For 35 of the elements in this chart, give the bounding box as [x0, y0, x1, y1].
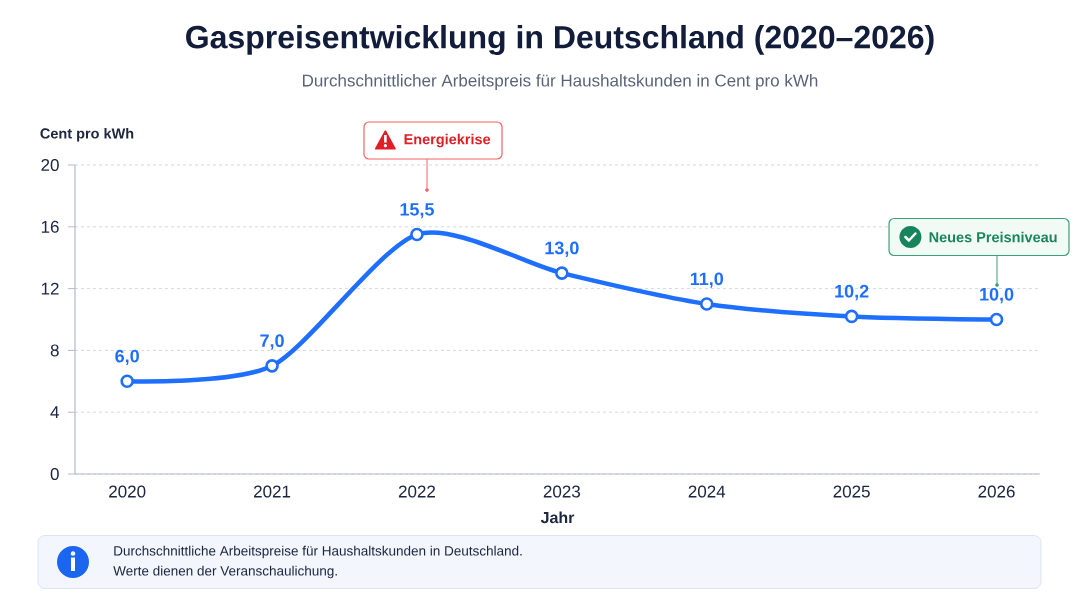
- text: Energiekrise: [404, 133, 491, 148]
- y-tick-label: 0: [50, 467, 59, 481]
- text: Werte dienen der Veranschaulichung.: [113, 565, 337, 579]
- x-axis-title: Jahr: [540, 511, 575, 524]
- x-tick-label: 2020: [109, 485, 146, 498]
- data-label: 7,0: [260, 334, 284, 350]
- annotation: Neues Preisniveau: [929, 231, 1057, 243]
- text: Durchschnittliche Arbeitspreise für Haushaltskunden in Deutschland.: [114, 545, 522, 559]
- data-label: 6,0: [115, 349, 139, 366]
- point: [265, 359, 279, 373]
- y-tick-label: 12: [41, 282, 59, 295]
- data-label: 11,0: [690, 272, 724, 288]
- point: [989, 312, 1004, 327]
- x-tick-label: 2026: [978, 485, 1015, 498]
- data-label: 13,0: [545, 241, 579, 257]
- x-tick-label: 2024: [688, 485, 726, 498]
- data-label: 15,5: [400, 203, 434, 219]
- x-tick-label: 2021: [254, 485, 291, 498]
- point: [555, 266, 569, 280]
- x-tick-label: 2023: [543, 485, 580, 498]
- point: [844, 309, 859, 324]
- y-tick-label: 16: [41, 220, 59, 233]
- data-label: 10,0: [980, 287, 1014, 304]
- data-label: 10,2: [835, 284, 869, 301]
- x-tick-label: 2025: [833, 485, 870, 498]
- y-tick-label: 4: [50, 406, 59, 419]
- x-tick-label: 2022: [398, 485, 435, 498]
- chart-subtitle: Durchschnittlicher Arbeitspreis für Haushaltskunden in Cent pro kWh: [302, 74, 818, 90]
- y-tick-label: 20: [41, 158, 59, 172]
- y-tick-label: 8: [50, 344, 59, 357]
- point: [410, 227, 424, 242]
- chart-title: Gaspreisentwicklung in Deutschland (2020–2026): [186, 25, 934, 55]
- point: [699, 297, 714, 311]
- y-axis-title: Cent pro kWh: [40, 127, 134, 142]
- point: [120, 374, 134, 389]
